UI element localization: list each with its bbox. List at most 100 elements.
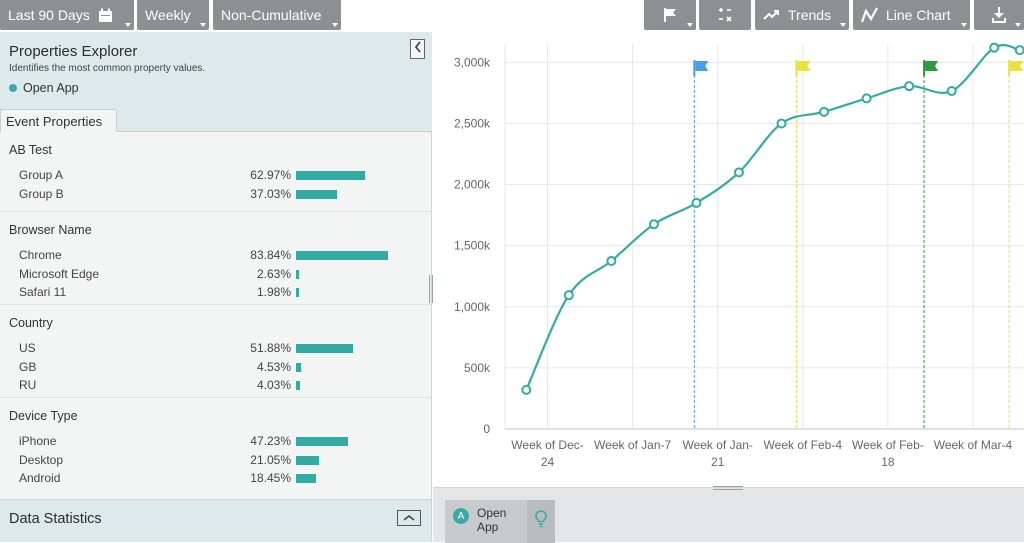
trends-dropdown[interactable]: Trends [755,0,849,30]
flag-icon [797,61,811,71]
insights-button[interactable] [527,500,555,543]
property-group-title[interactable]: AB Test [9,143,52,157]
property-group-title[interactable]: Country [9,316,53,330]
x-tick-label-line2: 18 [881,455,895,469]
property-group-title[interactable]: Browser Name [9,223,92,237]
data-point [904,81,915,92]
data-point [733,167,744,178]
property-value-bar [296,381,301,390]
property-value-row[interactable]: GB 4.53% [0,360,431,376]
property-value-percent: 37.03% [250,186,291,201]
horizontal-splitter-handle[interactable] [713,485,743,491]
y-tick-label: 500k [464,361,491,375]
flag-icon [662,7,678,23]
property-value-name: Microsoft Edge [19,266,100,281]
property-value-row[interactable]: Android 18.45% [0,471,431,487]
property-value-percent: 4.03% [256,378,291,392]
x-tick-label: Week of Feb- [852,438,924,452]
property-value-percent: 2.63% [256,266,291,281]
legend-item-label: Open App [477,506,507,534]
property-value-bar [296,344,354,353]
property-value-row[interactable]: Safari 11 1.98% [0,285,431,301]
event-color-dot [9,84,17,92]
math-ops-icon [716,6,734,24]
property-value-row[interactable]: iPhone 47.23% [0,434,431,450]
interval-dropdown[interactable]: Weekly [137,0,209,30]
date-range-dropdown[interactable]: Last 90 Days [0,0,134,30]
annotation-flag-pole [795,60,798,76]
interval-label: Weekly [145,7,191,23]
flag-icon [695,61,709,71]
property-value-bar [296,474,317,483]
chart-area: 0 500k 1,000k 1,500k 2,000k 2,500k 3,000k Week … [433,32,1024,487]
property-value-name: Group B [19,186,64,201]
data-point [521,384,532,395]
data-point [606,255,617,266]
property-value-name: Chrome [19,248,62,262]
x-tick-label: Week of Mar-4 [934,438,1013,452]
data-point [861,93,872,104]
legend-bar: A Open App [433,485,1024,543]
property-value-percent: 18.45% [250,471,291,485]
property-value-row[interactable]: Microsoft Edge 2.63% [0,267,431,283]
vertical-splitter-handle[interactable] [428,275,434,303]
property-value-row[interactable]: Chrome 83.84% [0,248,431,264]
collapse-panel-button[interactable] [410,39,425,59]
line-chart: 0 500k 1,000k 1,500k 2,000k 2,500k 3,000k Week … [454,42,1024,469]
property-value-bar [296,251,389,260]
property-group-title[interactable]: Device Type [9,409,78,423]
formula-button[interactable] [699,0,751,30]
y-tick-label: 2,500k [454,116,491,130]
chart-type-label: Line Chart [886,7,951,23]
property-value-name: Android [19,471,61,485]
property-value-bar [296,189,337,199]
property-value-row[interactable]: Group A 62.97% [0,168,431,184]
property-value-bar [296,437,348,446]
property-value-row[interactable]: RU 4.03% [0,378,431,394]
data-point [1014,45,1024,56]
selected-event[interactable]: Open App [9,81,79,95]
legend-item-open-app[interactable]: A Open App [445,500,555,543]
cumulative-dropdown[interactable]: Non-Cumulative [213,0,341,30]
data-point [989,42,1000,53]
property-value-name: GB [19,359,37,374]
flag-icon [925,61,939,71]
property-value-bar [296,288,299,297]
property-value-row[interactable]: US 51.88% [0,341,431,357]
x-tick-label: Week of Jan-7 [594,438,671,452]
download-button[interactable] [974,0,1024,30]
y-tick-label: 3,000k [454,55,491,69]
flag-button[interactable] [644,0,696,30]
flag-icon [1010,61,1024,71]
property-value-row[interactable]: Desktop 21.05% [0,453,431,469]
download-icon [990,6,1008,24]
line-chart-icon [861,7,879,23]
toolbar: Last 90 Days Weekly Non-Cumulative Trend… [0,0,1024,32]
properties-explorer-panel: Properties Explorer Identifies the most … [0,32,432,542]
property-value-row[interactable]: Group B 37.03% [0,187,431,203]
series-line-open-app [525,44,1021,391]
property-value-bar [296,269,299,279]
annotation-flag-pole [693,60,696,76]
expand-data-statistics-button[interactable] [397,510,421,526]
data-statistics-title: Data Statistics [9,511,102,527]
data-statistics-section[interactable]: Data Statistics [0,499,431,542]
series-badge: A [453,508,469,524]
tab-event-properties[interactable]: Event Properties [0,109,117,132]
property-group: Country US 51.88% GB 4.53% RU 4.03% [0,305,431,398]
property-value-percent: 4.53% [256,359,291,374]
property-group: Browser Name Chrome 83.84% Microsoft Edge 2.… [0,212,431,305]
y-tick-label: 1,000k [454,300,491,314]
chevron-up-icon [402,509,416,527]
annotation-flag-pole [923,60,926,76]
property-value-name: Safari 11 [19,285,67,299]
properties-explorer-subtitle: Identifies the most common property valu… [9,63,206,74]
legend-item-main[interactable]: A Open App [445,500,525,543]
property-value-name: iPhone [19,434,57,448]
chevron-left-icon [414,40,422,58]
x-tick-label: Week of Feb-4 [764,438,843,452]
data-point [648,219,659,230]
data-point [946,86,957,97]
property-value-percent: 83.84% [250,248,291,262]
chart-type-dropdown[interactable]: Line Chart [853,0,970,30]
